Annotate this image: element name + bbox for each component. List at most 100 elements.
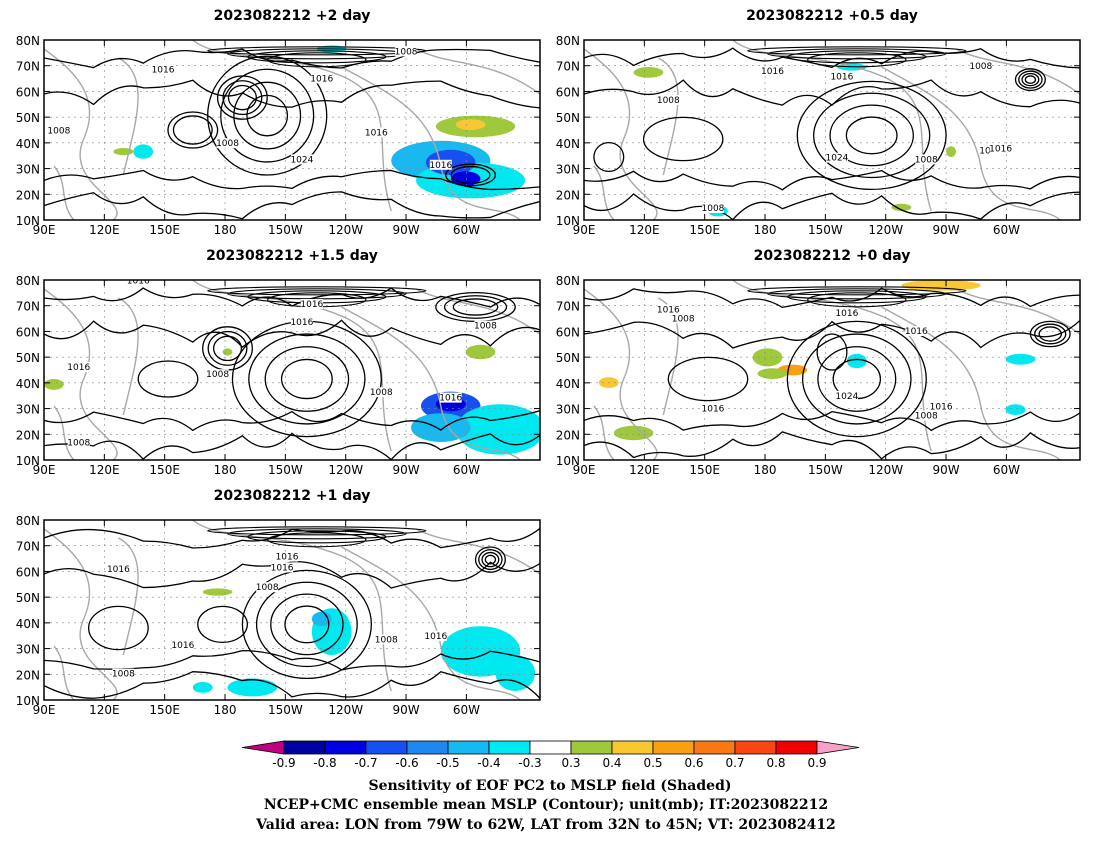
- contour-label-bg: [67, 362, 90, 372]
- lon-tick-label: 120W: [328, 703, 363, 717]
- lat-tick-label: 60N: [16, 325, 40, 339]
- lon-tick-label: 150W: [268, 703, 303, 717]
- contour-label: 1016: [657, 305, 680, 315]
- contour-label: 1016: [276, 553, 299, 563]
- contour-label-bg: [300, 299, 323, 309]
- contour-label-bg: [657, 304, 680, 315]
- lon-tick-label: 60W: [993, 223, 1020, 237]
- contour-label: 1008: [206, 370, 229, 380]
- lat-tick-label: 70N: [16, 300, 40, 314]
- lon-tick-label: 90E: [33, 703, 56, 717]
- panel-title: 2023082212 +1.5 day: [206, 248, 378, 264]
- sensitivity-shade: [465, 344, 496, 360]
- lon-tick-label: 120W: [328, 463, 363, 477]
- lat-tick-label: 50N: [16, 111, 40, 125]
- isobar-closed: [452, 298, 499, 316]
- colorbar-label: -0.8: [313, 756, 336, 770]
- isobar-closed: [667, 356, 749, 402]
- contour-label-bg: [47, 125, 70, 136]
- sensitivity-shade: [455, 119, 486, 130]
- isobar: [247, 530, 387, 544]
- colorbar-segment: [529, 740, 572, 755]
- lat-tick-label: 70N: [556, 300, 580, 314]
- isobar: [44, 670, 540, 699]
- lon-tick-label: 90W: [932, 223, 959, 237]
- sensitivity-shade: [946, 146, 956, 158]
- isobar: [207, 46, 427, 56]
- lon-tick-label: 180: [214, 223, 237, 237]
- colorbar-segment: [775, 740, 818, 755]
- contour-label: 1016: [830, 73, 853, 83]
- isobar-closed: [829, 104, 914, 167]
- lon-tick-label: 90E: [33, 463, 56, 477]
- isobar: [227, 528, 407, 540]
- lon-tick-label: 90W: [392, 703, 419, 717]
- isobar-closed: [484, 554, 497, 565]
- contour-label-bg: [395, 46, 418, 57]
- panel-title: 2023082212 +2 day: [214, 8, 371, 24]
- colorbar-label: 0.3: [561, 756, 580, 770]
- isobar-closed: [1021, 72, 1040, 87]
- isobar: [807, 292, 907, 308]
- contour-label: 1016: [424, 632, 447, 642]
- contour-label-bg: [825, 152, 848, 163]
- isobar-closed: [216, 75, 268, 120]
- lon-tick-label: 150E: [149, 703, 180, 717]
- coastline: [584, 288, 658, 460]
- isobar-closed: [1029, 320, 1071, 348]
- contour-label: 1016: [300, 300, 323, 310]
- isobar-closed: [845, 116, 898, 155]
- map-panel-1: 1016 1016 1008 1008 1008 1024 1016 1016 20230822…: [16, 8, 541, 237]
- isobar: [44, 560, 540, 589]
- contour-label: 1008: [112, 670, 135, 680]
- colorbar-extend-high: [816, 740, 860, 755]
- isobar: [44, 432, 540, 460]
- colorbar-segment: [283, 740, 326, 755]
- lon-tick-label: 90W: [392, 223, 419, 237]
- lon-tick-label: 150W: [808, 223, 843, 237]
- sensitivity-shade: [846, 353, 867, 369]
- lon-tick-label: 150W: [268, 223, 303, 237]
- coastline: [44, 48, 118, 220]
- contour-label-bg: [107, 564, 130, 575]
- lon-tick-label: 90E: [573, 463, 596, 477]
- colorbar-label: 0.9: [807, 756, 826, 770]
- sensitivity-shade: [227, 678, 278, 697]
- contour-label-bg: [672, 313, 695, 324]
- coastline: [593, 405, 615, 460]
- lon-tick-label: 60W: [993, 463, 1020, 477]
- colorbar-segment: [365, 740, 408, 755]
- contour-label: 1016: [271, 563, 294, 573]
- contour-label: 1008: [47, 127, 70, 137]
- sensitivity-shade: [752, 348, 783, 367]
- isobar-closed: [227, 84, 257, 111]
- map-panels: 1016101610081008100810241016101620230822…: [16, 8, 1081, 717]
- isobar: [584, 410, 1080, 432]
- colorbar-label: -0.3: [518, 756, 541, 770]
- contour-label-bg: [915, 410, 938, 421]
- lat-tick-label: 10N: [556, 214, 580, 228]
- lon-tick-label: 150W: [808, 463, 843, 477]
- lat-tick-label: 60N: [16, 565, 40, 579]
- colorbar-label: 0.5: [643, 756, 662, 770]
- contour-label-bg: [276, 551, 299, 562]
- contour-label: 1008: [969, 62, 992, 72]
- isobar-closed: [197, 605, 249, 644]
- isobar-closed: [220, 68, 315, 163]
- lon-tick-label: 60W: [453, 223, 480, 237]
- contour-label-bg: [271, 562, 294, 573]
- contour-label: 1008: [256, 583, 279, 593]
- lon-tick-label: 120E: [89, 703, 120, 717]
- contour-label: 1024: [835, 392, 858, 402]
- contour-label-bg: [989, 143, 1012, 154]
- isobar-closed: [443, 295, 508, 319]
- isobar-closed: [212, 335, 243, 362]
- contour-label-bg: [905, 326, 928, 336]
- isobar-closed: [255, 581, 358, 668]
- lon-tick-label: 60W: [453, 463, 480, 477]
- coastline: [53, 405, 75, 460]
- contour-label-bg: [127, 280, 150, 286]
- contour-label-bg: [370, 387, 393, 398]
- contour-label: 1008: [375, 635, 398, 645]
